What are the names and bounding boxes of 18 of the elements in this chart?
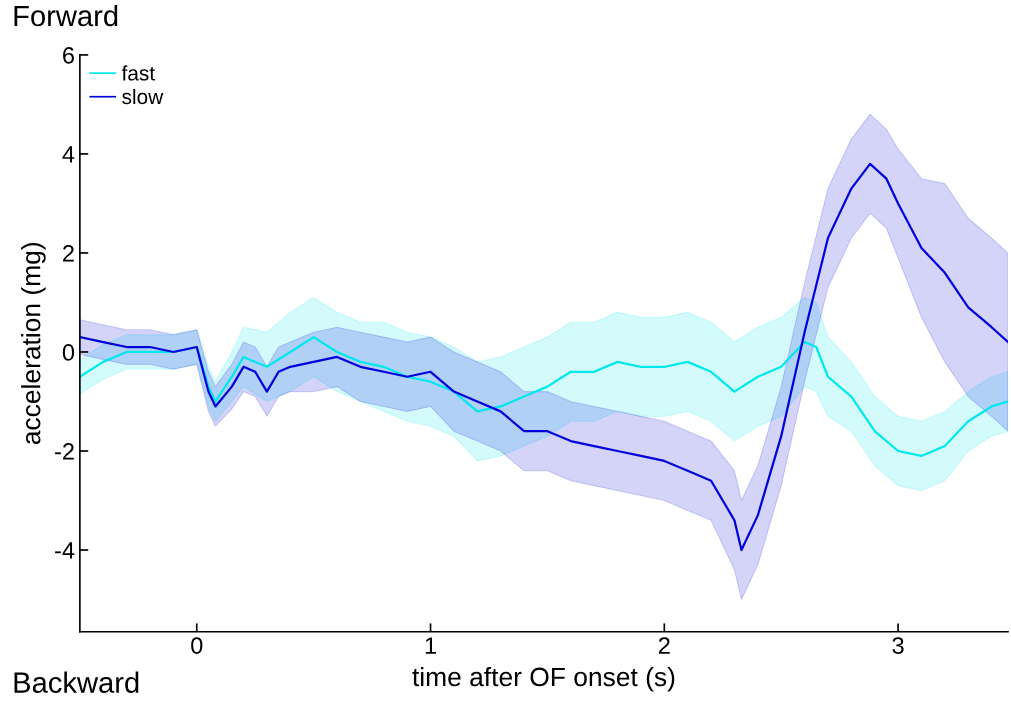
legend-label: fast bbox=[121, 65, 155, 81]
y-tick-label: -4 bbox=[55, 542, 75, 559]
y-tick-label: 0 bbox=[62, 344, 75, 361]
y-tick-label: 4 bbox=[62, 146, 75, 163]
line-series bbox=[79, 162, 1008, 552]
legend-label: slow bbox=[122, 88, 164, 105]
text: Forward bbox=[14, 4, 118, 27]
x-axis-title: time after OF onset (s) bbox=[412, 666, 675, 692]
x-tick-label: 1 bbox=[425, 637, 436, 654]
x-tick-label: 2 bbox=[658, 637, 670, 654]
y-tick-label: -2 bbox=[55, 443, 74, 460]
text: Backward bbox=[14, 671, 139, 693]
y-tick-label: 2 bbox=[63, 245, 74, 262]
line-series bbox=[79, 336, 1008, 458]
x-tick-label: 0 bbox=[191, 637, 203, 654]
x-tick-label: 3 bbox=[892, 637, 904, 654]
y-tick-label: 6 bbox=[63, 46, 74, 64]
y-axis-title: acceleration (mg) bbox=[21, 243, 46, 445]
